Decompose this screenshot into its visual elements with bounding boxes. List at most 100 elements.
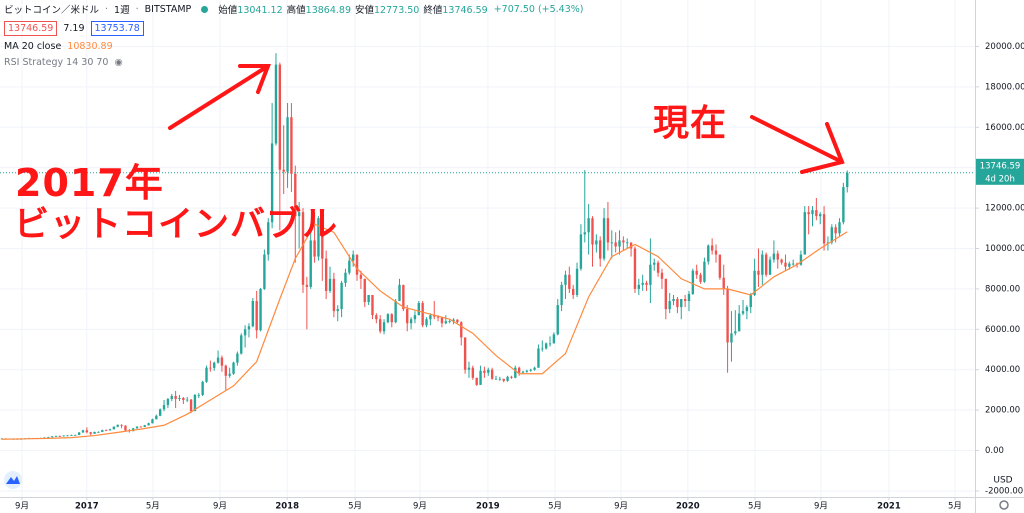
- candle-body: [274, 64, 278, 144]
- candle-body: [429, 315, 432, 320]
- candle-body: [243, 329, 247, 336]
- candle-body: [626, 242, 629, 244]
- candle-body: [618, 240, 621, 247]
- candle-body: [205, 367, 208, 382]
- x-tick-label: 9月: [814, 502, 828, 512]
- candle-body: [178, 398, 181, 400]
- currency[interactable]: USD: [993, 476, 1012, 486]
- y-tick-label: 12000.00: [985, 204, 1024, 214]
- x-tick-label: 2019: [476, 502, 500, 512]
- logo-mark[interactable]: [6, 476, 20, 484]
- candle-body: [633, 248, 637, 289]
- candle-body: [236, 353, 239, 363]
- candle-body: [344, 272, 347, 283]
- candle-body: [691, 270, 695, 294]
- candle-body: [151, 419, 154, 424]
- candle-body: [317, 218, 320, 257]
- candle-body: [637, 284, 641, 289]
- candle-body: [409, 319, 413, 324]
- gear[interactable]: [999, 500, 1009, 510]
- candle-body: [483, 370, 486, 373]
- candle-body: [475, 377, 478, 385]
- candle-body: [718, 254, 722, 278]
- bid[interactable]: 13746.59: [4, 21, 58, 36]
- candle-body: [378, 319, 382, 332]
- candle-body: [220, 357, 224, 366]
- visibility-icon[interactable]: ◉: [114, 57, 123, 68]
- candle-body: [521, 371, 525, 373]
- candle-body: [158, 409, 162, 416]
- separator: ·: [135, 3, 139, 15]
- x-tick-label: 2017: [75, 502, 99, 512]
- candle-body: [599, 240, 602, 259]
- candle-body: [517, 367, 521, 373]
- symbol[interactable]: ビットコイン／米ドル: [4, 5, 100, 16]
- ohlc-item: 高値13864.89: [287, 2, 351, 16]
- candle-body: [745, 307, 749, 312]
- candle-body: [101, 430, 104, 432]
- candle-body: [348, 260, 351, 273]
- candle-body: [560, 284, 563, 306]
- candle-body: [830, 227, 833, 243]
- interval[interactable]: 1週: [114, 5, 130, 16]
- candle-body: [506, 376, 509, 381]
- candle-body: [213, 362, 216, 368]
- candle-body: [147, 423, 150, 426]
- candle-body: [799, 254, 803, 265]
- candle-body: [251, 301, 255, 327]
- annotation: 現在: [653, 103, 728, 144]
- market-status[interactable]: [201, 5, 209, 13]
- x-tick-label: 2020: [676, 502, 700, 512]
- candle-body: [452, 319, 455, 322]
- candle-body: [514, 367, 517, 378]
- candle-body: [591, 218, 594, 245]
- x-tick-label: 5月: [146, 502, 160, 512]
- moving-average-line: [1, 223, 848, 440]
- candle-body: [162, 405, 166, 410]
- candle-body: [846, 172, 849, 188]
- candle-body: [676, 299, 679, 308]
- candle-body: [436, 316, 440, 318]
- ma-name[interactable]: MA 20 close: [4, 41, 62, 52]
- candle-body: [784, 262, 787, 267]
- candle-body: [490, 369, 494, 379]
- candle-body: [460, 322, 463, 338]
- candle-body: [811, 210, 814, 215]
- candle-body: [170, 395, 173, 400]
- candle-body: [842, 187, 845, 223]
- candle-body: [89, 432, 92, 434]
- candle-body: [135, 426, 139, 429]
- candle-body: [471, 367, 475, 378]
- candle-body: [182, 398, 185, 401]
- candle-body: [259, 288, 262, 331]
- candle-body: [541, 348, 544, 350]
- candle-body: [803, 212, 806, 255]
- logo[interactable]: [4, 471, 22, 489]
- candle-body: [834, 227, 837, 234]
- quote: 13746.59 7.19 13753.78: [4, 21, 144, 36]
- candle-body: [660, 272, 664, 279]
- y-tick-label: 4000.00: [985, 365, 1020, 375]
- candle-body: [120, 424, 123, 426]
- ask[interactable]: 13753.78: [90, 21, 144, 36]
- candle-body: [510, 376, 513, 378]
- x-tick-label: 9月: [413, 502, 427, 512]
- ma-legend: MA 20 close 10830.89: [4, 41, 113, 52]
- candle-body: [97, 431, 100, 433]
- candle-body: [209, 367, 212, 369]
- settings-icon[interactable]: [999, 500, 1009, 510]
- candle-body: [240, 335, 243, 354]
- candle-body: [768, 259, 772, 275]
- x-tick-label: 9月: [15, 502, 29, 512]
- candle-body: [579, 234, 583, 269]
- rsi-name[interactable]: RSI Strategy 14 30 70: [4, 57, 109, 68]
- candle-body: [641, 282, 644, 285]
- candle-body: [321, 218, 324, 259]
- candle-body: [112, 426, 116, 430]
- candle-body: [406, 309, 409, 324]
- candle-body: [772, 253, 776, 260]
- rsi-legend: RSI Strategy 14 30 70 ◉: [4, 57, 123, 68]
- candle-body: [398, 284, 401, 302]
- change: +707.50 (+5.43%): [493, 3, 584, 15]
